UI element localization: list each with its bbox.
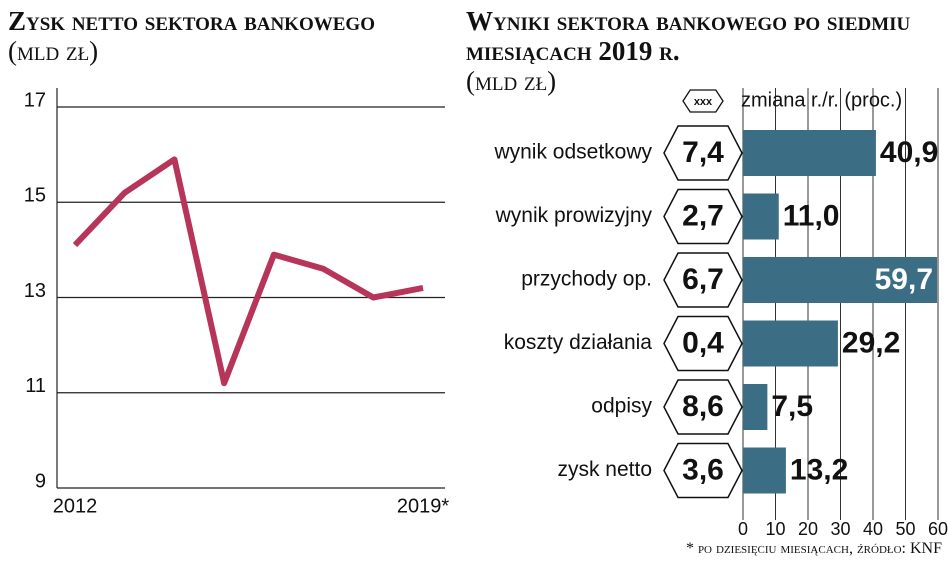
x-tick-label: 40 [863,519,883,539]
title-block: Zysk netto sektora bankowego (mld zł) [8,6,388,66]
legend-label: zmiana r./r. (proc.) [741,89,902,111]
category-label: wynik odsetkowy [493,141,652,164]
amount-label: 2,7 [682,199,724,232]
amount-label: 3,6 [682,453,724,486]
category-label: przychody op. [521,268,652,291]
chart-title: Zysk netto sektora bankowego [8,6,375,36]
value-label: 11,0 [783,199,840,232]
amount-label: 0,4 [682,326,724,359]
title-block: Wyniki sektora bankowego po siedmiu mies… [466,6,946,96]
y-tick-label: 15 [24,185,46,207]
x-tick-label: 0 [738,519,748,539]
legend-hexagon [682,89,724,113]
x-tick-label: 20 [798,519,818,539]
x-tick-label: 60 [928,519,948,539]
footnote: * po dziesięciu miesiącach, źródło: KNF [685,540,942,557]
bar [743,193,779,240]
chart-title: Wyniki sektora bankowego po siedmiu mies… [466,6,911,66]
y-tick-label: 9 [35,470,46,492]
x-tick-label: 30 [830,519,850,539]
x-tick-label: 2019* [397,495,449,517]
value-label: 29,2 [842,326,900,359]
chart-subtitle: (mld zł) [8,36,99,66]
x-tick-label: 2012 [53,495,98,517]
bar [743,257,938,303]
hexagon [663,188,743,245]
hexagon [663,442,743,499]
value-label: 59,7 [875,263,933,296]
x-tick-label: 50 [895,519,915,539]
amount-label: 7,4 [682,136,724,169]
legend-label: xxx [694,96,713,108]
hexagon [663,379,743,435]
line-series [72,156,424,387]
bar [743,384,768,430]
category-label: zysk netto [557,458,652,481]
bar [743,447,786,494]
bar [743,320,838,367]
y-tick-label: 11 [25,375,46,397]
hexagon [663,125,743,181]
category-label: wynik prowizyjny [495,204,653,227]
y-tick-label: 13 [24,280,46,302]
hexagon [663,252,743,308]
value-label: 13,2 [790,453,848,486]
value-label: 40,9 [880,136,938,169]
value-label: 7,5 [771,390,813,423]
amount-label: 6,7 [682,263,724,296]
amount-label: 8,6 [682,390,724,423]
hexagon [663,315,743,372]
y-tick-label: 17 [24,89,46,111]
bar [743,130,876,176]
x-tick-label: 10 [765,519,785,539]
chart-subtitle: (mld zł) [466,66,557,96]
category-label: odpisy [591,395,652,418]
category-label: koszty działania [504,331,653,354]
